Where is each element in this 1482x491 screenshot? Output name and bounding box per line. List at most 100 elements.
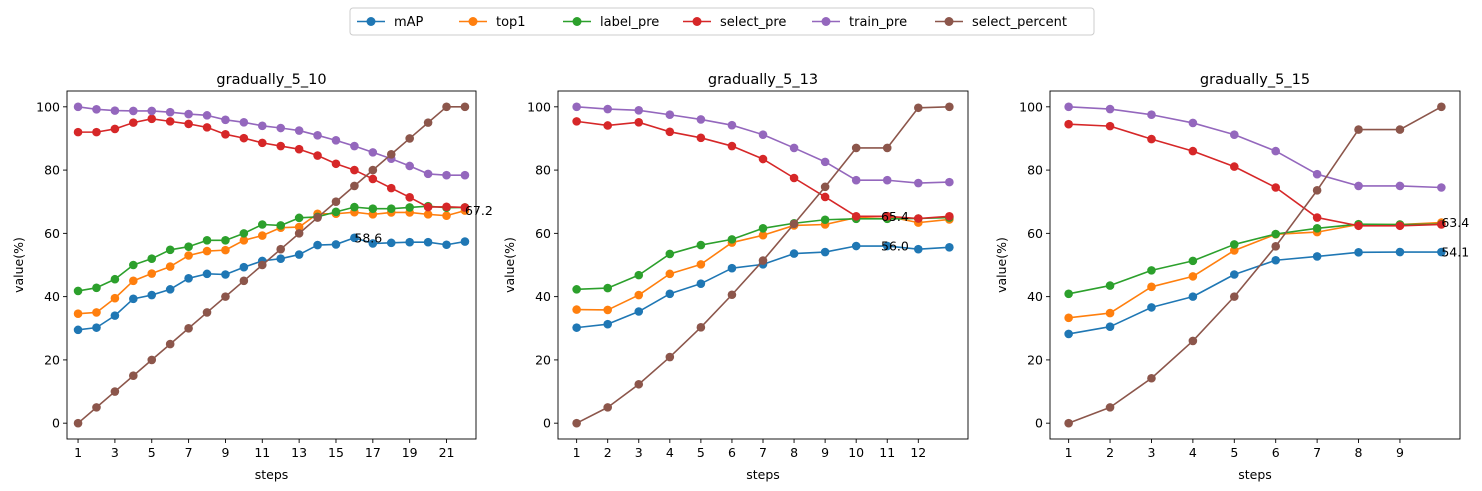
- data-point: [331, 240, 341, 249]
- data-point: [294, 213, 304, 223]
- data-point: [221, 270, 230, 279]
- data-point: [239, 236, 249, 245]
- data-point: [313, 213, 322, 222]
- data-point: [789, 219, 799, 229]
- data-point: [294, 229, 304, 238]
- data-point: [386, 238, 396, 248]
- series-train-pre: [1064, 102, 1446, 192]
- annotation: 67.2: [465, 203, 493, 218]
- data-point: [331, 159, 341, 169]
- data-point: [313, 151, 322, 160]
- data-point: [73, 325, 83, 335]
- data-point: [1188, 292, 1198, 301]
- data-point: [184, 242, 193, 251]
- data-point: [331, 207, 341, 217]
- data-point: [572, 323, 581, 332]
- data-point: [945, 211, 954, 221]
- y-tick-label: 20: [1027, 352, 1043, 367]
- x-tick-label: 9: [1396, 445, 1404, 460]
- data-point: [665, 249, 675, 259]
- legend-marker: [821, 17, 831, 26]
- data-point: [914, 244, 923, 254]
- data-point: [368, 174, 378, 184]
- data-point: [221, 236, 230, 245]
- data-point: [92, 283, 101, 293]
- legend-frame: [349, 7, 1095, 36]
- data-point: [696, 240, 706, 250]
- data-point: [820, 157, 830, 167]
- data-point: [1105, 121, 1115, 131]
- data-point: [603, 121, 612, 130]
- data-point: [820, 192, 830, 202]
- data-point: [165, 339, 175, 349]
- data-point: [405, 192, 414, 202]
- series-line: [77, 209, 466, 315]
- data-point: [423, 118, 433, 127]
- data-point: [294, 250, 304, 259]
- data-point: [1437, 183, 1446, 192]
- x-tick-label: 3: [111, 445, 119, 460]
- data-point: [572, 285, 581, 294]
- data-point: [851, 211, 861, 221]
- legend-entry-map: mAP: [357, 15, 424, 30]
- data-point: [239, 118, 249, 127]
- x-tick-label: 4: [666, 445, 674, 460]
- x-tick-label: 11: [254, 445, 270, 460]
- data-point: [350, 181, 359, 191]
- legend-label: mAP: [394, 15, 424, 30]
- y-axis-label: value(%): [11, 237, 26, 293]
- data-point: [165, 262, 175, 271]
- series-train-pre: [572, 102, 954, 188]
- data-point: [1354, 248, 1363, 257]
- data-point: [945, 242, 954, 252]
- data-point: [696, 323, 706, 332]
- data-point: [1147, 303, 1156, 312]
- data-point: [1105, 322, 1115, 331]
- data-point: [1271, 255, 1281, 265]
- data-point: [442, 102, 451, 112]
- data-point: [257, 220, 267, 229]
- data-point: [758, 154, 768, 164]
- data-point: [202, 308, 212, 317]
- series-select-pre: [572, 117, 954, 223]
- data-point: [129, 260, 138, 270]
- series-line: [77, 236, 466, 331]
- data-point: [851, 241, 861, 251]
- data-point: [572, 117, 581, 126]
- legend-marker: [468, 17, 478, 26]
- x-axis-label: steps: [1238, 467, 1272, 482]
- legend-marker: [572, 17, 582, 26]
- x-tick-label: 7: [1313, 445, 1321, 460]
- series-line: [1068, 223, 1442, 295]
- data-point: [147, 254, 157, 263]
- data-point: [405, 134, 414, 143]
- data-point: [758, 256, 768, 265]
- data-point: [147, 114, 157, 124]
- series-line: [1068, 106, 1442, 424]
- data-point: [202, 236, 212, 245]
- data-point: [405, 203, 414, 212]
- data-point: [442, 240, 451, 250]
- data-point: [350, 141, 359, 151]
- series-map: [73, 233, 470, 335]
- y-tick-label: 0: [543, 416, 551, 431]
- data-point: [634, 307, 644, 316]
- data-point: [368, 148, 378, 157]
- data-point: [129, 276, 138, 286]
- data-point: [129, 106, 138, 116]
- data-point: [460, 102, 470, 112]
- data-point: [184, 273, 193, 283]
- x-tick-label: 1: [74, 445, 82, 460]
- series-line: [78, 118, 465, 209]
- series-select-percent: [572, 102, 954, 428]
- data-point: [1312, 252, 1322, 261]
- series-map: [1064, 247, 1446, 339]
- legend-label: label_pre: [600, 15, 659, 30]
- data-point: [460, 203, 470, 212]
- x-tick-label: 10: [848, 445, 864, 460]
- x-tick-label: 2: [1106, 445, 1114, 460]
- data-point: [92, 403, 101, 412]
- data-point: [405, 161, 414, 171]
- data-point: [368, 239, 378, 248]
- data-point: [1188, 118, 1198, 128]
